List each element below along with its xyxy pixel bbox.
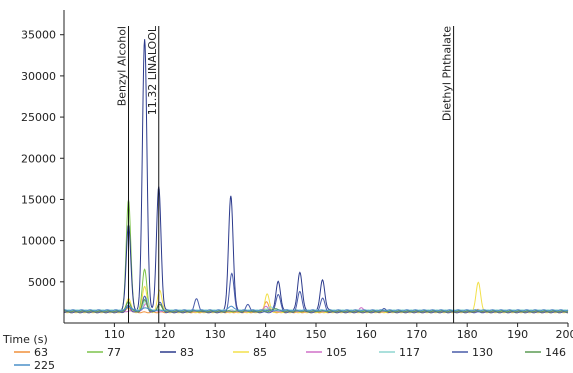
x-tick-label: 180: [457, 328, 478, 341]
legend-label-63: 63: [34, 346, 48, 359]
y-tick-label: 30000: [21, 70, 56, 83]
legend-label-77: 77: [107, 346, 121, 359]
y-tick-label: 10000: [21, 235, 56, 248]
marker-label-0: Benzyl Alcohol: [116, 26, 129, 106]
x-tick-label: 120: [154, 328, 175, 341]
legend-label-117: 117: [399, 346, 420, 359]
legend-label-225: 225: [34, 359, 55, 372]
x-tick-label: 110: [104, 328, 125, 341]
legend-label-146: 146: [545, 346, 566, 359]
marker-label-2: Diethyl Phthalate: [441, 26, 454, 121]
y-tick-label: 5000: [28, 276, 56, 289]
y-tick-label: 35000: [21, 29, 56, 42]
plot-series-group: [63, 39, 569, 314]
series-line-83: [63, 39, 569, 312]
legend: 63 77 83 85 105 117 130 146 225: [14, 346, 566, 372]
series-line-225: [63, 305, 569, 312]
legend-label-105: 105: [326, 346, 347, 359]
ticks-group: 5000 10000 15000 20000 25000 30000 35000 110 120…: [21, 29, 573, 341]
x-tick-label: 150: [306, 328, 327, 341]
series-line-146: [63, 299, 569, 313]
x-axis-label: Time (s): [2, 333, 48, 346]
y-tick-label: 15000: [21, 193, 56, 206]
y-tick-label: 25000: [21, 111, 56, 124]
y-tick-label: 20000: [21, 152, 56, 165]
x-tick-label: 160: [356, 328, 377, 341]
marker-label-1: 11.32 LINALOOL: [146, 25, 159, 115]
x-tick-label: 170: [406, 328, 427, 341]
x-tick-label: 200: [556, 328, 573, 341]
x-tick-label: 140: [255, 328, 276, 341]
legend-label-83: 83: [180, 346, 194, 359]
x-tick-label: 130: [205, 328, 226, 341]
legend-label-130: 130: [472, 346, 493, 359]
x-tick-label: 190: [507, 328, 528, 341]
marker-lines-group: Benzyl Alcohol 11.32 LINALOOL Diethyl Phth…: [116, 25, 455, 323]
legend-label-85: 85: [253, 346, 267, 359]
